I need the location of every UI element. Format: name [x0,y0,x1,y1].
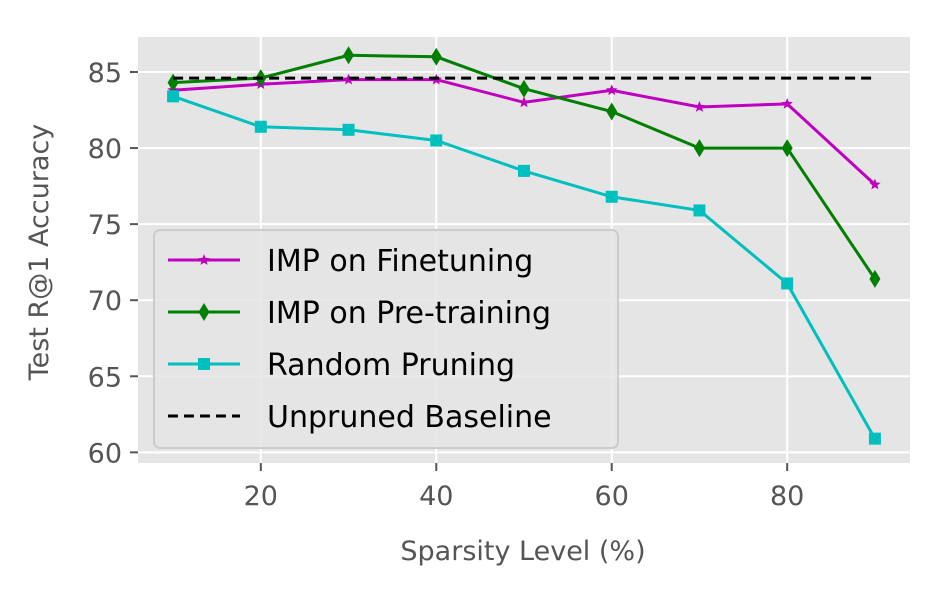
y-axis-label: Test R@1 Accuracy [24,124,55,382]
legend: IMP on Finetuning IMP on Pre-training Rand… [153,229,619,449]
y-tick-label: 80 [88,134,122,165]
data-point [342,123,355,136]
x-axis-label: Sparsity Level (%) [400,536,645,567]
data-point [605,190,618,203]
data-point [198,358,210,370]
data-point [869,269,881,288]
data-point [869,178,881,190]
data-point [343,46,355,65]
legend-label: IMP on Finetuning [267,244,533,279]
data-point [254,120,267,133]
data-point [342,73,355,85]
legend-label: Random Pruning [267,348,515,383]
legend-label: Unpruned Baseline [267,400,552,435]
data-point [430,47,442,66]
data-point [518,79,530,98]
data-point [167,90,180,103]
data-point [518,164,530,177]
series-random-pruning [167,90,881,445]
legend-item: Unpruned Baseline [168,400,552,435]
y-tick-label: 70 [88,286,122,317]
x-tick-label: 60 [595,481,629,512]
data-point [198,303,210,321]
legend-item: IMP on Pre-training [168,296,551,331]
data-point [868,432,881,445]
data-point [781,97,793,109]
legend-item: Random Pruning [168,348,515,383]
x-tick-label: 80 [770,481,804,512]
data-point [781,277,794,290]
x-tick-label: 40 [419,481,453,512]
series-imp-on-pre-training [167,46,881,288]
legend-item: IMP on Finetuning [168,244,533,279]
data-point [198,254,210,265]
y-tick-label: 75 [88,210,122,241]
data-point [693,204,706,217]
y-tick-label: 65 [88,362,122,393]
data-point [606,84,618,96]
y-tick-label: 85 [88,58,122,89]
data-point [606,102,618,121]
x-tick-label: 20 [244,481,278,512]
legend-box [153,229,619,449]
legend-label: IMP on Pre-training [267,296,551,331]
data-point [430,134,443,147]
y-tick-label: 60 [88,438,122,469]
series-group [167,46,881,445]
data-point [693,100,706,112]
axis-ticks: 20 40 60 80 60 65 70 75 80 85 [88,58,805,512]
data-point [781,139,793,158]
data-point [693,139,705,158]
data-point [518,96,530,108]
